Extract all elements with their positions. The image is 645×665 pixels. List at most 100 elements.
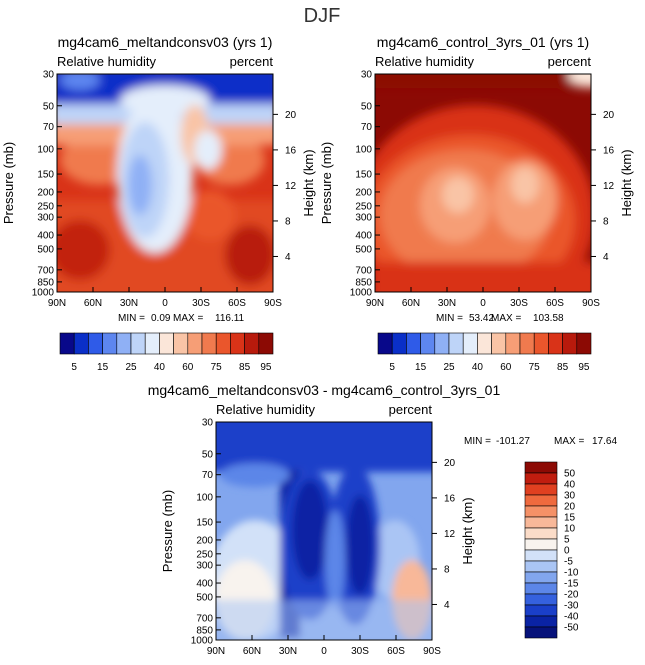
y-tick-label: 500 [196,592,213,603]
colorbar-label: 20 [564,502,576,513]
colorbar-label: -40 [564,612,579,623]
x-tick-label: 60N [402,298,420,309]
colorbar-label: 50 [564,469,576,480]
colorbar-swatch [173,332,189,355]
panel-b-field [375,74,591,292]
colorbar-swatch [102,332,118,355]
min-value: 0.09 [151,313,171,324]
y-tick-label: 1000 [350,288,373,299]
max-label: MAX = [491,313,521,324]
y-tick-label: 70 [361,122,373,133]
y-tick-label: 700 [37,265,54,276]
y-right-tick-label: 4 [285,252,291,263]
y-tick-label: 400 [196,579,213,590]
y-tick-label: 50 [43,101,55,112]
y-tick-label: 150 [196,518,213,529]
y-axis-label-right: Height (km) [301,149,316,216]
colorbar-swatch [215,332,231,355]
y-right-tick-label: 20 [285,110,297,121]
y-tick-label: 70 [43,122,55,133]
y-tick-label: 50 [202,449,214,460]
colorbar-swatch [258,332,274,355]
y-tick-label: 500 [355,244,372,255]
colorbar-swatch [201,332,217,355]
y-tick-label: 850 [355,277,372,288]
y-axis-label-right: Height (km) [619,149,634,216]
panel-c [215,421,433,641]
y-tick-label: 700 [196,613,213,624]
y-right-tick-label: 16 [285,145,297,156]
min-value: 53.42 [469,313,494,324]
colorbar-swatch [116,332,132,355]
y-tick-label: 400 [37,231,54,242]
colorbar-swatch [524,593,558,606]
y-right-tick-label: 8 [444,564,450,575]
x-tick-label: 30S [351,646,369,657]
colorbar-swatch [524,615,558,628]
chart-title: mg4cam6_meltandconsv03 - mg4cam6_control… [148,382,501,398]
chart-subtitle-right: percent [548,54,592,69]
colorbar-swatch [562,332,578,355]
y-tick-label: 250 [37,201,54,212]
colorbar-label: 40 [472,362,484,373]
colorbar-label: 5 [389,362,395,373]
y-tick-label: 150 [37,170,54,181]
x-tick-label: 0 [162,298,168,309]
colorbar-swatch [477,332,492,355]
colorbar-label: 60 [182,362,194,373]
y-tick-label: 300 [37,213,54,224]
chart-title: mg4cam6_meltandconsv03 (yrs 1) [58,34,273,50]
y-tick-label: 250 [196,549,213,560]
colorbar-label: 30 [564,491,576,502]
colorbar-label: 95 [260,362,272,373]
colorbar-swatch [524,461,558,474]
max-label: MAX = [554,436,584,447]
y-right-tick-label: 12 [285,181,297,192]
x-tick-label: 90S [582,298,600,309]
y-tick-label: 30 [202,418,214,429]
colorbar-label: 5 [564,535,570,546]
colorbar-label: 15 [564,513,576,524]
colorbar-swatch [420,332,436,355]
colorbar-label: -50 [564,623,579,634]
colorbar-swatch [434,332,450,355]
y-tick-label: 250 [355,201,372,212]
x-tick-label: 0 [480,298,486,309]
chart-title: mg4cam6_control_3yrs_01 (yrs 1) [377,34,589,50]
x-tick-label: 30S [510,298,528,309]
x-tick-label: 90S [423,646,441,657]
x-tick-label: 90N [207,646,225,657]
colorbar-swatch [524,560,558,573]
page-title: DJF [304,5,341,27]
colorbar-label: 0 [564,546,570,557]
x-tick-label: 30N [120,298,138,309]
x-tick-label: 0 [321,646,327,657]
colorbar-swatch [187,332,203,355]
x-tick-label: 30S [192,298,210,309]
y-tick-label: 300 [196,561,213,572]
chart-subtitle-left: Relative humidity [375,54,474,69]
y-right-tick-label: 8 [603,216,609,227]
x-tick-label: 60N [243,646,261,657]
colorbar-swatch [391,332,407,355]
colorbar-swatch [524,494,558,507]
colorbar-swatch [524,604,558,617]
colorbar-swatch [524,516,558,529]
chart-subtitle-right: percent [230,54,274,69]
colorbar-swatch [244,332,260,355]
colorbar-swatch [524,582,558,595]
x-tick-label: 90N [366,298,384,309]
y-right-tick-label: 16 [603,145,615,156]
colorbar-swatch [88,332,103,355]
colorbar-label: 85 [239,362,251,373]
y-right-tick-label: 20 [444,458,456,469]
colorbar-swatch [524,571,558,584]
x-tick-label: 60S [546,298,564,309]
y-right-tick-label: 4 [444,600,450,611]
colorbar-label: 25 [125,362,137,373]
min-label: MIN = [118,313,145,324]
y-tick-label: 500 [37,244,54,255]
y-axis-label: Pressure (mb) [1,142,16,224]
y-tick-label: 70 [202,470,214,481]
